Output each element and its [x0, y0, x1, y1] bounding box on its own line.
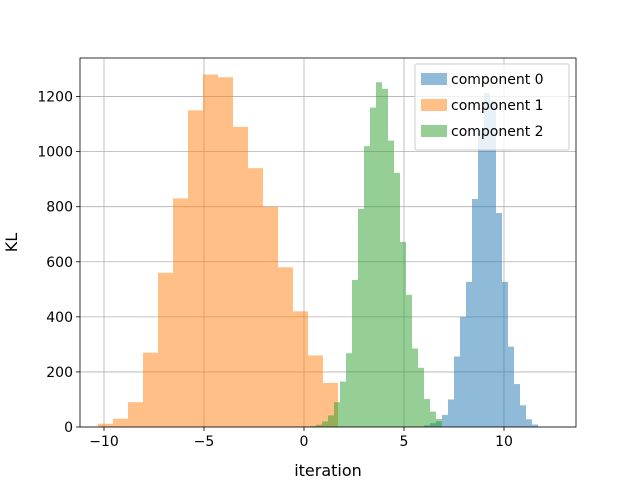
histogram-bar — [376, 82, 382, 427]
histogram-bar — [460, 316, 466, 427]
y-tick-label: 1200 — [37, 90, 73, 106]
histogram-bar — [364, 146, 370, 428]
histogram-bar — [532, 424, 538, 427]
histogram-bar — [436, 419, 442, 427]
chart-legend: component 0 component 1 component 2 — [414, 63, 570, 151]
histogram-bar — [454, 356, 460, 427]
histogram-bar — [173, 198, 188, 427]
histogram-bar — [412, 348, 418, 427]
histogram-bar — [448, 399, 454, 427]
histogram-bar — [218, 77, 233, 427]
histogram-bar — [502, 281, 508, 427]
legend-box — [414, 63, 570, 151]
x-tick-label: −5 — [194, 434, 215, 450]
histogram-bar — [316, 424, 322, 427]
histogram-bar — [370, 107, 376, 427]
x-tick-label: 10 — [495, 434, 513, 450]
histogram-bar — [310, 426, 316, 427]
y-tick-label: 0 — [64, 420, 73, 436]
histogram-bar — [340, 381, 346, 427]
histogram-bars — [98, 74, 538, 428]
plot-area-frame — [79, 57, 577, 428]
y-tick-label: 1000 — [37, 145, 73, 161]
series-1-bars — [98, 74, 338, 428]
axis-ticks: −10 −5 0 5 10 0 200 400 600 800 1000 1200 — [37, 90, 513, 450]
histogram-bar — [508, 346, 514, 427]
histogram-bar — [442, 414, 448, 427]
histogram-bar — [308, 355, 323, 427]
histogram-bar — [248, 168, 263, 428]
histogram-bar — [278, 267, 293, 427]
histogram-bar — [233, 126, 248, 427]
x-axis-title: iteration — [294, 461, 362, 480]
histogram-bar — [490, 100, 496, 427]
histogram-bar — [334, 402, 340, 427]
histogram-bar — [293, 311, 308, 427]
histogram-bar — [358, 208, 364, 427]
y-tick-label: 800 — [46, 200, 73, 216]
x-tick-label: −10 — [89, 434, 119, 450]
histogram-bar — [472, 198, 478, 427]
histogram-bar — [496, 213, 502, 427]
histogram-bar — [394, 172, 400, 427]
histogram-bar — [424, 398, 430, 427]
histogram-bar — [478, 130, 484, 428]
legend-swatch — [421, 99, 447, 111]
histogram-bar — [388, 140, 394, 427]
legend-label: component 0 — [451, 72, 544, 88]
x-tick-label: 0 — [300, 434, 309, 450]
legend-label: component 1 — [451, 98, 544, 114]
legend-swatch — [421, 73, 447, 85]
x-tick-label: 5 — [400, 434, 409, 450]
histogram-bar — [263, 206, 278, 427]
y-axis-title: KL — [2, 233, 21, 252]
histogram-bar — [203, 74, 218, 427]
histogram-bar — [188, 110, 203, 427]
histogram-bar — [526, 419, 532, 427]
histogram-bar — [352, 279, 358, 427]
legend-swatch — [421, 125, 447, 137]
histogram-bar — [143, 352, 158, 427]
y-tick-label: 400 — [46, 310, 73, 326]
histogram-bar — [406, 294, 412, 427]
histogram-bar — [430, 411, 436, 427]
legend-label: component 2 — [451, 124, 544, 140]
y-tick-label: 600 — [46, 255, 73, 271]
histogram-bar — [466, 281, 472, 427]
histogram-bar — [484, 92, 490, 428]
series-2-bars — [310, 82, 442, 428]
histogram-bar — [520, 405, 526, 427]
y-tick-label: 200 — [46, 365, 73, 381]
histogram-bar — [128, 402, 143, 427]
histogram-bar — [322, 421, 328, 427]
histogram-bar — [346, 353, 352, 427]
histogram-bar — [382, 88, 388, 427]
histogram-bar — [400, 241, 406, 427]
histogram-bar — [158, 272, 173, 427]
histogram-bar — [514, 384, 520, 427]
histogram-bar — [328, 415, 334, 427]
histogram-bar — [113, 418, 128, 427]
histogram-bar — [98, 423, 113, 427]
histogram-bar — [418, 367, 424, 427]
